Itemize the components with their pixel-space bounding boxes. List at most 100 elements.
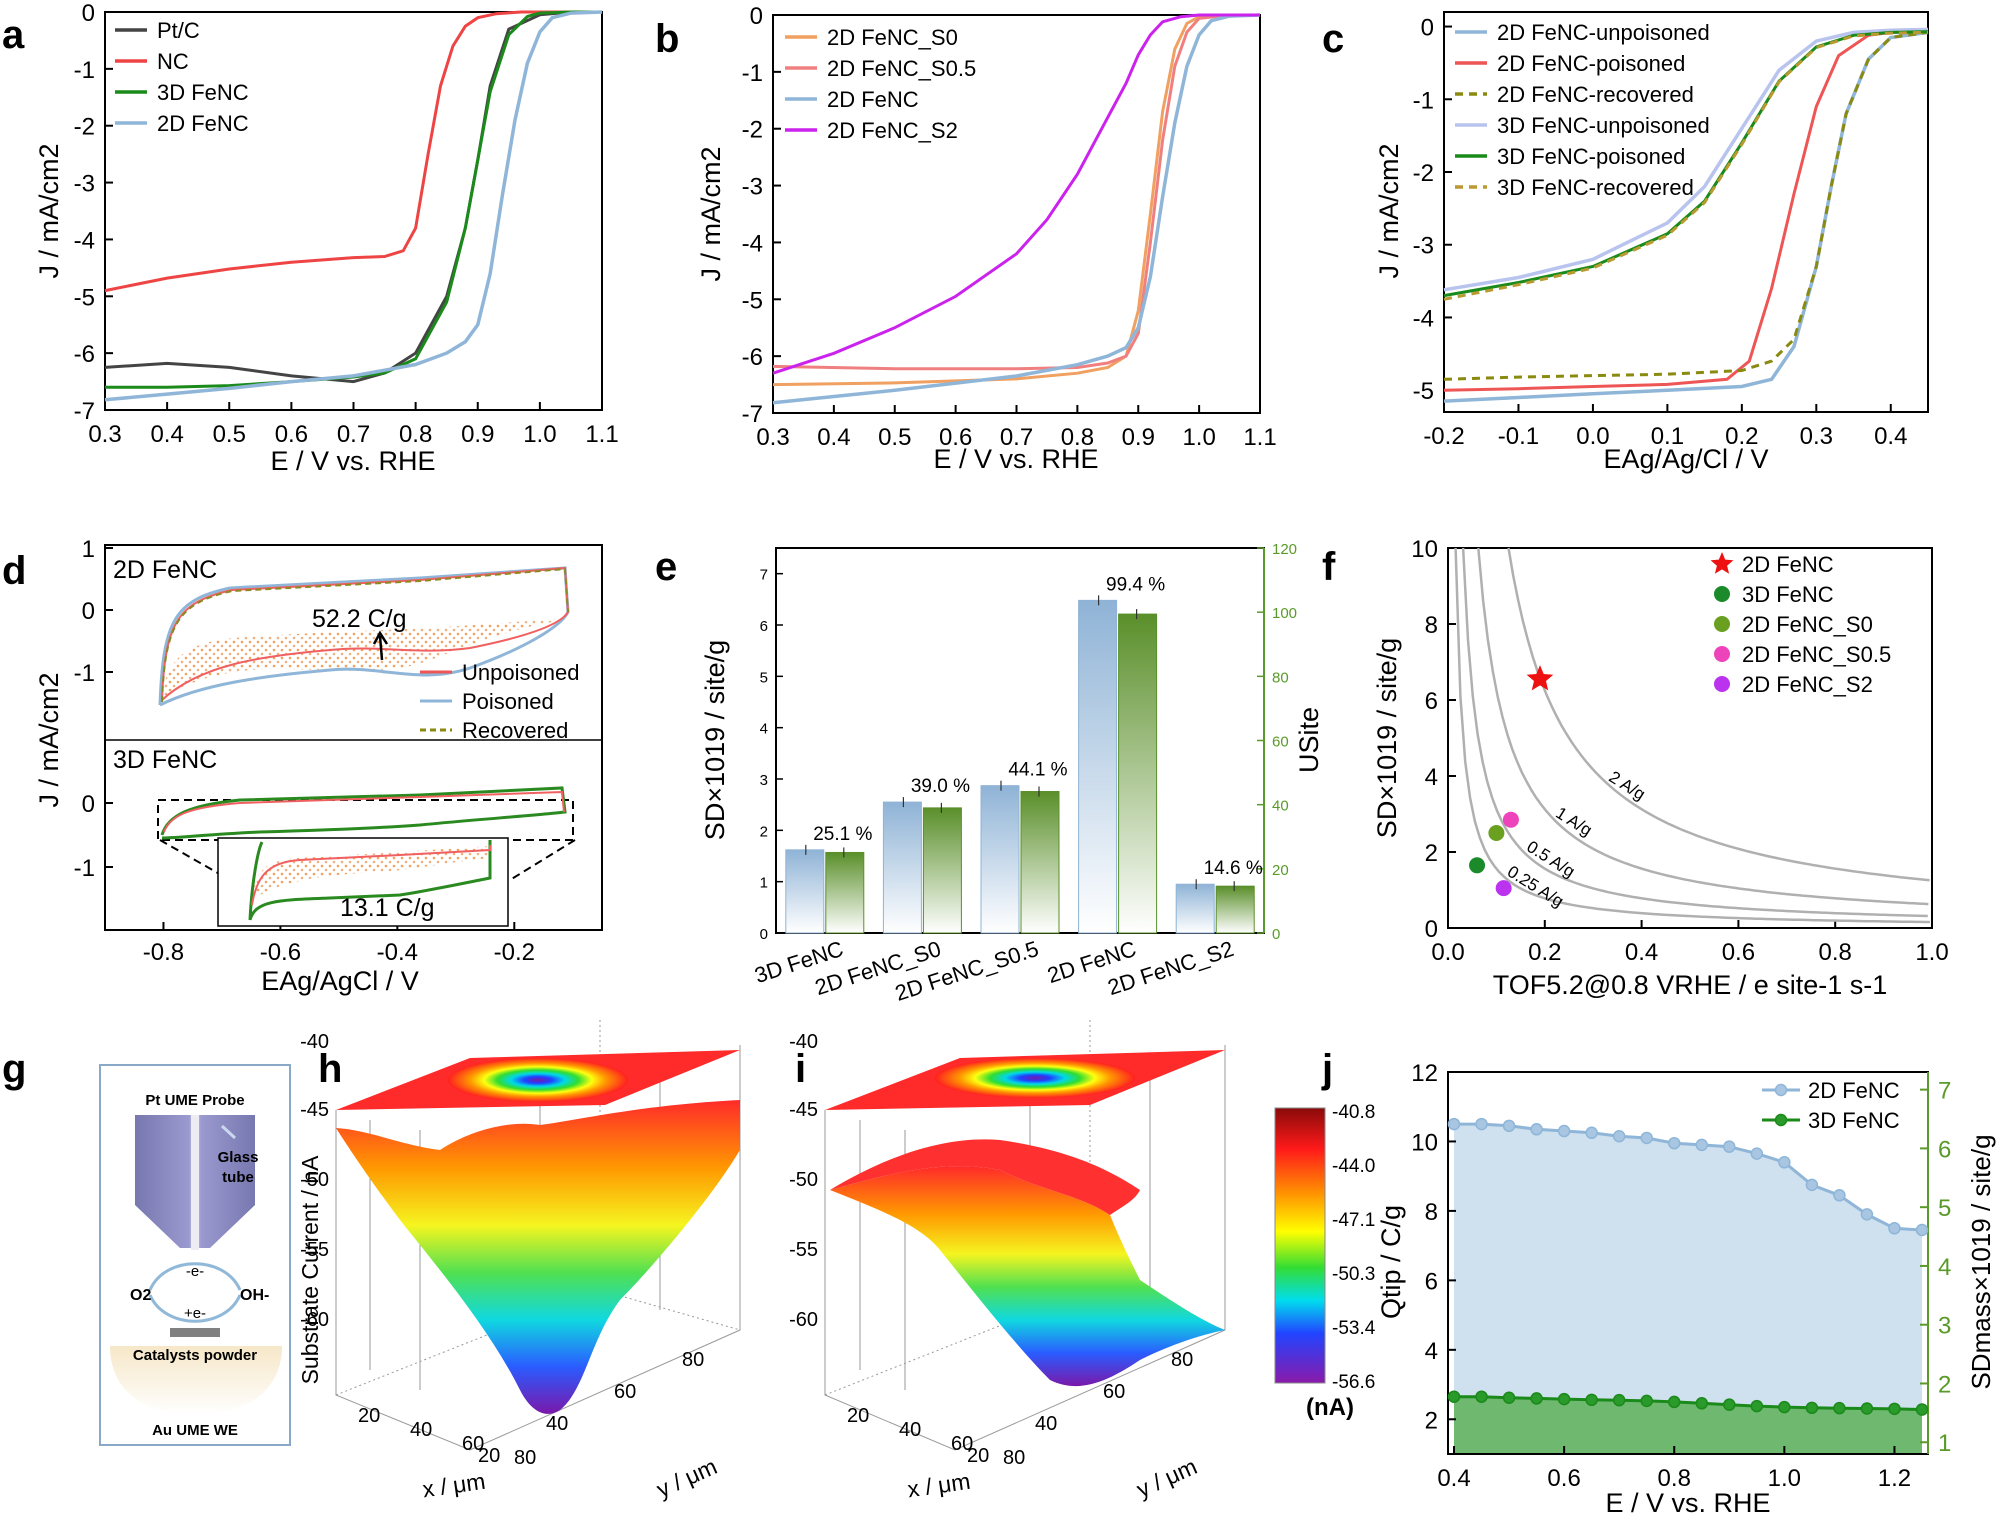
panel-c-series — [1443, 27, 1929, 403]
h-top-rings — [448, 1058, 628, 1102]
xtick-label: 0.8 — [399, 421, 432, 448]
colorbar-tick-label: -44.0 — [1332, 1156, 1375, 1177]
legend-label: 2D FeNC-poisoned — [1497, 51, 1685, 76]
legend-label: Recovered — [462, 718, 568, 743]
h-ylabel: y / μm — [653, 1453, 721, 1502]
xtick-label: 0.9 — [1122, 424, 1155, 451]
bar-value-label: 99.4 % — [1106, 574, 1165, 595]
panel-a-xticks: 0.3 0.4 0.5 0.6 0.7 0.8 0.9 1.0 1.1 — [88, 402, 619, 448]
xtick-label: 0.6 — [275, 421, 308, 448]
legend-label: 2D FeNC — [1808, 1078, 1900, 1103]
series-point — [1860, 1402, 1874, 1415]
d-annot-top-arrow — [378, 635, 384, 661]
ytick-label: -3 — [742, 174, 763, 201]
bar-usite-4 — [1215, 885, 1255, 934]
g-catalyst-block — [170, 1328, 220, 1337]
ytick-label: -2 — [1413, 160, 1434, 187]
y2tick-label: 120 — [1272, 541, 1297, 558]
g-o2-label: O2 — [130, 1287, 151, 1304]
i-ylabel: y / μm — [1133, 1453, 1201, 1502]
xtick-label: 0.3 — [88, 421, 121, 448]
panel-letter-e: e — [655, 545, 677, 589]
ytick-label: 12 — [1411, 1060, 1438, 1087]
series-point — [1888, 1222, 1901, 1235]
panel-d: d 2D FeNC 3D FeNC -0.8 -0.6 -0.4 -0.210-10-… — [2, 536, 603, 996]
series-point — [1502, 1119, 1516, 1133]
colorbar-tick-label: -50.3 — [1332, 1264, 1375, 1285]
ytick-label: 10 — [1411, 536, 1438, 563]
colorbar-ticks: -40.8 -44.0 -47.1 -50.3 -53.4 -56.6 — [1332, 1102, 1376, 1393]
ytick-label: -3 — [1413, 233, 1434, 260]
g-e1-label: -e- — [186, 1263, 204, 1280]
y2tick-label: 40 — [1272, 798, 1289, 815]
ytick-label: 20 — [967, 1445, 989, 1467]
xtick-label: 0.4 — [1625, 939, 1658, 966]
series-point — [1640, 1131, 1653, 1145]
ytick-label: 20 — [478, 1445, 500, 1467]
legend-dot — [1714, 676, 1730, 692]
y2tick-label: 100 — [1272, 605, 1297, 622]
xtick-label: 0.7 — [1000, 424, 1033, 451]
ytick-label: 2 — [760, 823, 768, 840]
series-line-2d-fenc — [772, 13, 1261, 405]
panel-c-xlabel: EAg/Ag/Cl / V — [1603, 444, 1768, 474]
xtick-label: 1.0 — [1915, 939, 1948, 966]
panel-f-xlabel: TOF5.2@0.8 VRHE / e site-1 s-1 — [1493, 970, 1888, 1000]
g-oh-label: OH- — [240, 1287, 269, 1304]
ytick-label: 0 — [82, 791, 95, 818]
y2tick-label: 3 — [1938, 1313, 1951, 1340]
legend-label: 2D FeNC — [1742, 552, 1834, 577]
bar-usite-1 — [922, 807, 962, 934]
ytick-label: -4 — [1413, 305, 1434, 332]
d-inset-green — [248, 840, 492, 921]
xtick-label: -0.4 — [377, 939, 418, 966]
panel-c-yticks: 0 -1 -2 -3 -4 -5 — [1413, 15, 1452, 405]
y2tick-label: 4 — [1938, 1254, 1951, 1281]
series-line-2d-fenc-recovered — [1443, 30, 1929, 381]
xtick-label: -0.8 — [143, 939, 184, 966]
xtick-label: 20 — [847, 1405, 869, 1427]
ztick-label: -60 — [789, 1309, 818, 1331]
xtick-label: 1.2 — [1878, 1465, 1911, 1492]
d-bottom-3d-red — [163, 790, 565, 833]
d-top-hatch — [160, 618, 567, 700]
panel-b-yticks: 0 -1 -2 -3 -4 -5 -6 -7 — [742, 3, 781, 428]
panel-e-ylabel: SD×1019 / site/g — [700, 640, 730, 840]
legend-label: Poisoned — [462, 689, 554, 714]
area-2d-fenc — [1454, 1124, 1922, 1454]
legend-dot — [1714, 646, 1730, 662]
colorbar-tick-label: -47.1 — [1332, 1210, 1375, 1231]
h-surface — [336, 1100, 740, 1414]
series-point — [1805, 1401, 1819, 1415]
ytick-label: 4 — [1425, 1338, 1438, 1365]
xtick-label: 0.4 — [1437, 1465, 1470, 1492]
panel-d-ylabel: J / mA/cm2 — [34, 672, 64, 807]
ytick-label: 80 — [682, 1349, 704, 1371]
ytick-label: 4 — [760, 721, 768, 738]
series-point — [1612, 1129, 1626, 1143]
series-line-3d-fenc-recovered — [1443, 30, 1929, 301]
xtick-label: 60 — [951, 1433, 973, 1455]
d-annot-bottom: 13.1 C/g — [340, 894, 435, 922]
panel-d-xlabel: EAg/AgCl / V — [261, 966, 419, 996]
panel-c-legend: 2D FeNC-unpoisoned 2D FeNC-poisoned 2D FeN… — [1455, 20, 1710, 200]
panel-d-bottom-title: 3D FeNC — [113, 746, 217, 774]
xtick-label: 0.2 — [1725, 423, 1758, 450]
bar-sd-0 — [785, 849, 825, 934]
panel-e-ticks: 0 1 2 3 4 5 6 7 0 20 40 60 80 100 120 — [760, 541, 1297, 943]
legend-label: 2D FeNC_S2 — [827, 118, 958, 143]
g-pedestal — [110, 1346, 282, 1415]
series-point — [1915, 1223, 1929, 1237]
d-annot-top-arrowhead — [372, 630, 389, 645]
ztick-label: -40 — [789, 1031, 818, 1053]
ytick-label: 7 — [760, 567, 768, 584]
panel-b-legend: 2D FeNC_S0 2D FeNC_S0.5 2D FeNC 2D FeNC_S2 — [785, 25, 976, 143]
xtick-label: 1.0 — [1768, 1465, 1801, 1492]
g-tube-label: tube — [222, 1169, 254, 1186]
y2tick-label: 60 — [1272, 734, 1289, 751]
y2tick-label: 0 — [1272, 926, 1280, 943]
legend-label: 2D FeNC — [157, 111, 249, 136]
legend-label: 2D FeNC_S0.5 — [1742, 642, 1891, 667]
series-line-nc — [104, 10, 602, 293]
panel-j-xlabel: E / V vs. RHE — [1605, 1488, 1770, 1516]
